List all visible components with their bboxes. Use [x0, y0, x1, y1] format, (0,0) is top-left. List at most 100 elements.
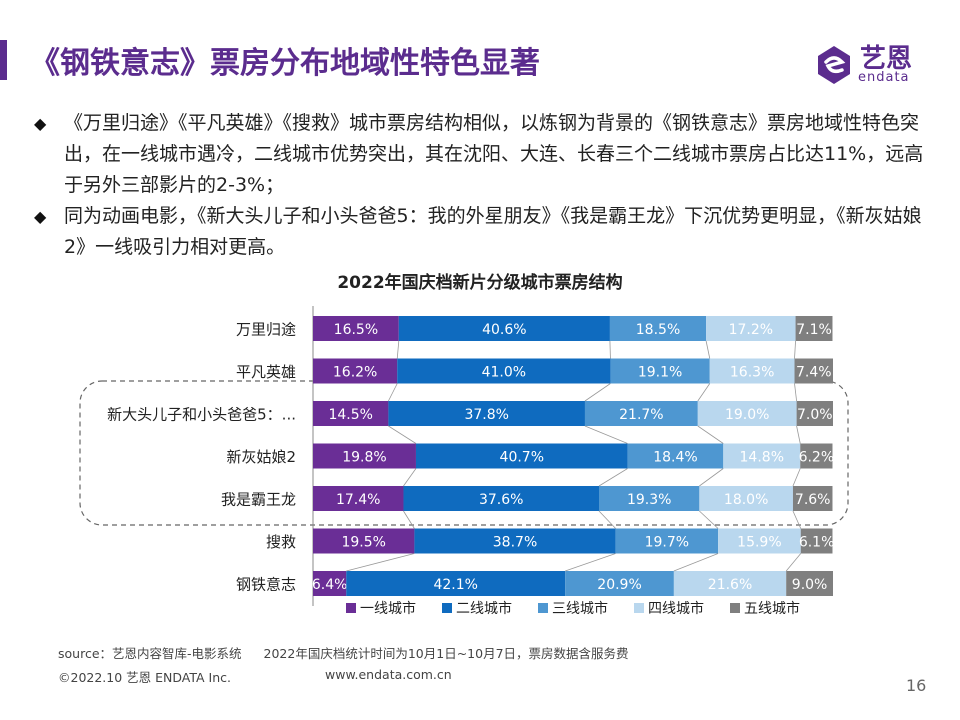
footer-url: www.endata.com.cn	[325, 667, 452, 682]
bullet-text: 同为动画电影，《新大头儿子和小头爸爸5：我的外星朋友》《我是霸王龙》下沉优势更明…	[64, 205, 922, 258]
page-number: 16	[906, 676, 927, 695]
data-label: 40.7%	[500, 450, 544, 466]
footer-copyright: ©2022.10 艺恩 ENDATA Inc.	[58, 670, 232, 685]
data-label: 19.8%	[342, 450, 386, 466]
category-label: 搜救	[266, 533, 296, 551]
bar-segment	[627, 443, 724, 469]
bullet-item: ◆ 同为动画电影，《新大头儿子和小头爸爸5：我的外星朋友》《我是霸王龙》下沉优势…	[34, 201, 934, 263]
legend-swatch	[346, 603, 356, 613]
data-label: 6.2%	[799, 450, 835, 466]
footer-source: source：艺恩内容智库-电影系统 2022年国庆档统计时间为10月1日~10月…	[58, 643, 629, 662]
bullet-list: ◆ 《万里归途》《平凡英雄》《搜救》城市票房结构相似，以炼钢为背景的《钢铁意志》…	[34, 108, 934, 263]
data-label: 19.0%	[725, 407, 769, 423]
data-label: 17.2%	[729, 322, 773, 338]
bar-segment	[414, 528, 616, 554]
bar-segment	[584, 401, 698, 426]
bar-segment	[599, 486, 700, 511]
data-label: 21.6%	[708, 577, 752, 593]
data-label: 6.4%	[312, 577, 348, 593]
bar-segment	[794, 358, 833, 384]
source-text: source：艺恩内容智库-电影系统	[58, 646, 242, 661]
legend-label: 三线城市	[552, 600, 608, 617]
bar-segment	[313, 528, 415, 554]
connector-line	[705, 340, 711, 359]
connector-line	[403, 468, 417, 487]
legend-swatch	[442, 603, 452, 613]
connector-line	[792, 510, 802, 529]
connector-line	[584, 383, 611, 402]
connector-line	[396, 340, 400, 359]
data-label: 9.0%	[792, 577, 828, 593]
data-label: 18.0%	[724, 492, 768, 508]
connector-line	[697, 383, 711, 402]
connector-line	[598, 468, 628, 487]
connector-line	[403, 510, 415, 529]
bar-segment	[800, 443, 833, 469]
data-label: 14.8%	[740, 450, 784, 466]
data-label: 20.9%	[597, 577, 641, 593]
connector-line	[388, 425, 417, 444]
data-label: 7.1%	[796, 322, 832, 338]
category-label: 我是霸王龙	[221, 491, 296, 509]
bar-segment	[403, 486, 599, 511]
data-label: 7.6%	[795, 492, 831, 508]
bar-segment	[313, 401, 389, 426]
bar-segment	[718, 528, 801, 554]
data-label: 17.4%	[336, 492, 380, 508]
category-label: 平凡英雄	[236, 363, 296, 381]
bar-segment	[615, 528, 719, 554]
data-label: 16.2%	[333, 365, 377, 381]
data-label: 15.9%	[737, 535, 781, 551]
bar-segment	[800, 528, 833, 554]
data-label: 18.5%	[636, 322, 680, 338]
category-label: 新灰姑娘2	[226, 448, 296, 466]
bar-segment	[398, 316, 610, 341]
legend-swatch	[730, 603, 740, 613]
data-label: 19.1%	[638, 365, 682, 381]
data-label: 19.3%	[627, 492, 671, 508]
connector-line	[785, 553, 802, 572]
bullet-item: ◆ 《万里归途》《平凡英雄》《搜救》城市票房结构相似，以炼钢为背景的《钢铁意志》…	[34, 108, 934, 201]
category-label: 新大头儿子和小头爸爸5：...	[107, 406, 296, 424]
bar-segment	[723, 443, 801, 469]
bar-segment	[706, 316, 796, 341]
bullet-text: 《万里归途》《平凡英雄》《搜救》城市票房结构相似，以炼钢为背景的《钢铁意志》票房…	[64, 112, 924, 196]
bar-segment	[795, 316, 833, 341]
data-label: 18.4%	[653, 450, 697, 466]
data-label: 42.1%	[433, 577, 477, 593]
connector-line	[388, 383, 398, 402]
data-label: 19.5%	[341, 535, 385, 551]
connector-line	[609, 340, 611, 359]
logo-subtext: endata	[858, 70, 910, 85]
bar-segment	[388, 401, 585, 426]
bar-segment	[313, 486, 404, 511]
bar-segment	[610, 358, 710, 384]
legend-label: 四线城市	[648, 600, 704, 617]
data-label: 7.0%	[797, 407, 833, 423]
connector-line	[598, 510, 616, 529]
legend-label: 五线城市	[744, 600, 800, 617]
bar-segment	[673, 571, 787, 596]
data-label: 19.7%	[645, 535, 689, 551]
bar-segment	[796, 401, 833, 426]
bar-segment	[346, 571, 566, 596]
data-label: 14.5%	[328, 407, 372, 423]
bar-segment	[313, 316, 399, 341]
source-note: 2022年国庆档统计时间为10月1日~10月7日，票房数据含服务费	[263, 646, 629, 661]
logo-text: 艺恩	[860, 44, 913, 74]
connector-line	[699, 468, 724, 487]
bar-segment	[609, 316, 707, 341]
connector-line	[565, 553, 616, 572]
connector-line	[796, 425, 801, 444]
bar-segment	[565, 571, 674, 596]
connector-line	[584, 425, 628, 444]
connector-line	[346, 553, 415, 572]
category-label: 钢铁意志	[236, 576, 296, 594]
bar-segment	[313, 443, 416, 469]
bar-segment	[699, 486, 793, 511]
legend-label: 一线城市	[360, 600, 416, 617]
connector-line	[794, 340, 796, 359]
data-label: 37.8%	[464, 407, 508, 423]
bar-segment	[313, 571, 347, 596]
